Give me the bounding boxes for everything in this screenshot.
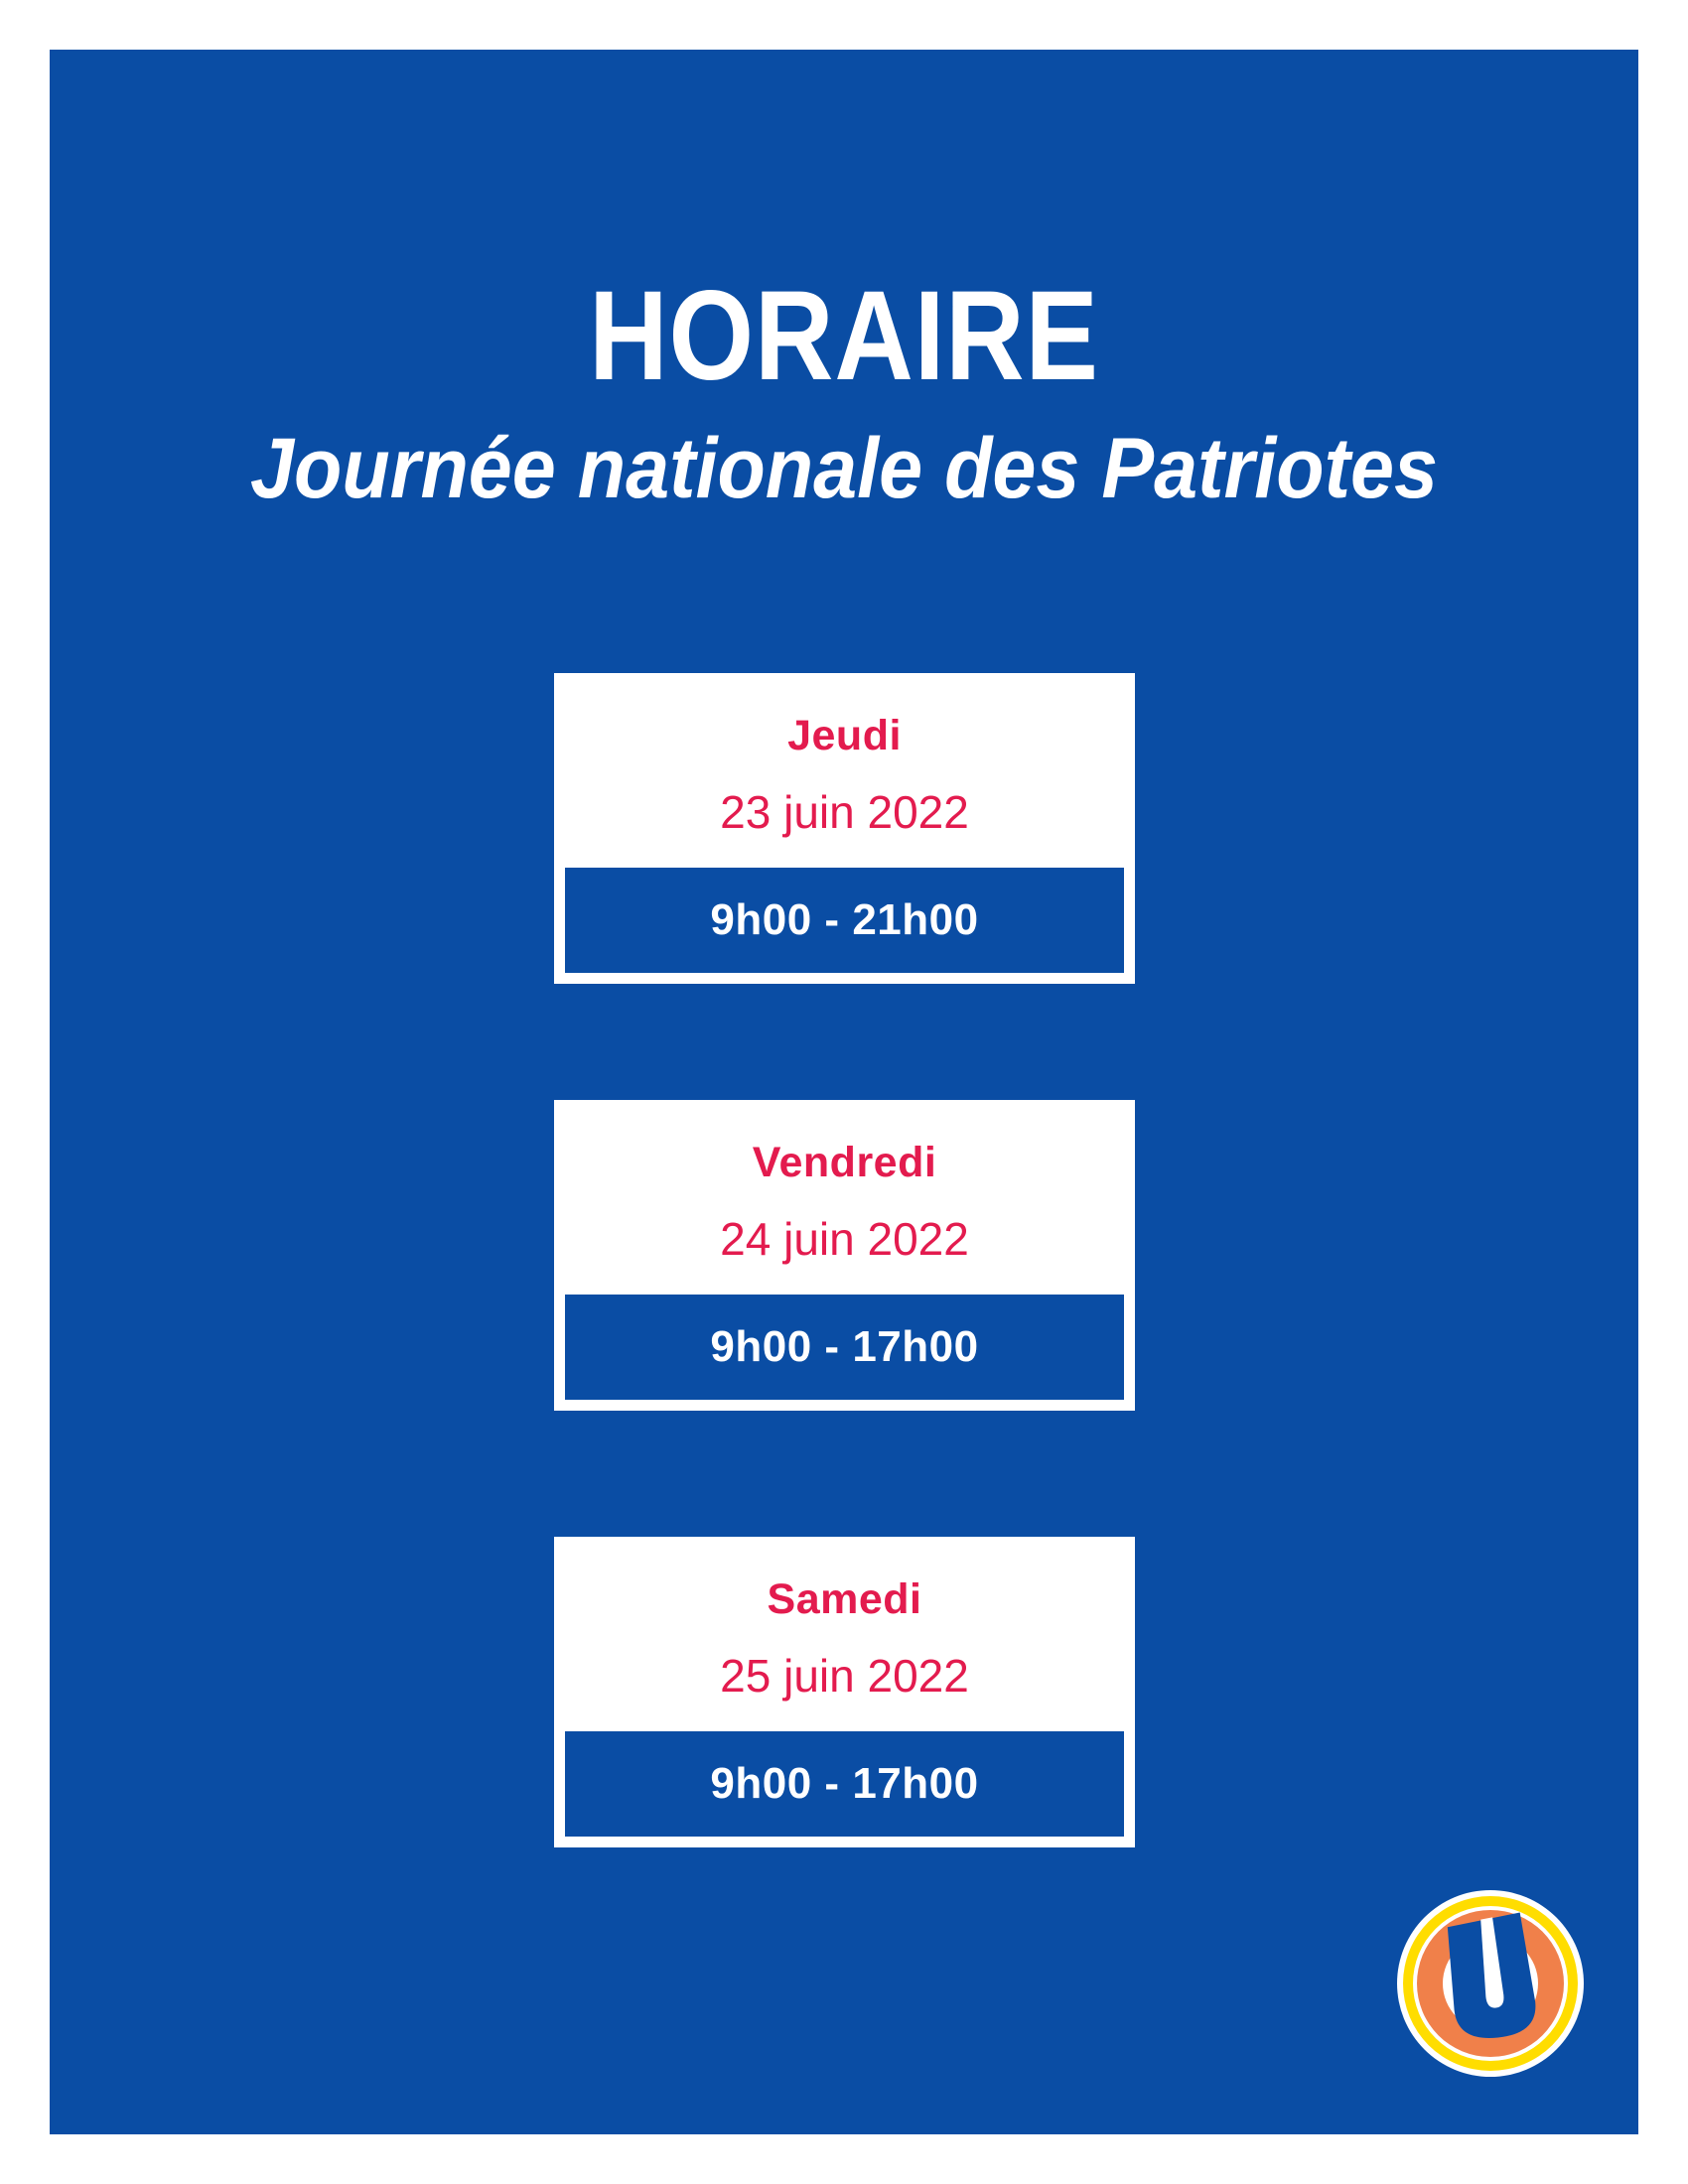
schedule-card-hours-frame: 9h00 - 17h00 xyxy=(554,1292,1135,1411)
schedule-card: Samedi 25 juin 2022 9h00 - 17h00 xyxy=(554,1537,1135,1847)
hours-label: 9h00 - 17h00 xyxy=(710,1759,979,1808)
schedule-card-header: Vendredi 24 juin 2022 xyxy=(554,1100,1135,1292)
date-label: 24 juin 2022 xyxy=(720,1213,969,1265)
poster-canvas: HORAIRE Journée nationale des Patriotes … xyxy=(50,50,1638,2134)
schedule-card-hours-frame: 9h00 - 17h00 xyxy=(554,1728,1135,1847)
day-label: Samedi xyxy=(767,1575,922,1623)
hours-label: 9h00 - 21h00 xyxy=(710,895,979,944)
schedule-card-header: Jeudi 23 juin 2022 xyxy=(554,673,1135,865)
schedule-card: Jeudi 23 juin 2022 9h00 - 21h00 xyxy=(554,673,1135,984)
schedule-card: Vendredi 24 juin 2022 9h00 - 17h00 xyxy=(554,1100,1135,1411)
hours-band: 9h00 - 17h00 xyxy=(562,1292,1127,1403)
u-logo-icon xyxy=(1397,1890,1584,2077)
schedule-card-hours-frame: 9h00 - 21h00 xyxy=(554,865,1135,984)
date-label: 23 juin 2022 xyxy=(720,786,969,838)
page-subtitle: Journée nationale des Patriotes xyxy=(250,421,1438,516)
day-label: Jeudi xyxy=(787,712,902,759)
page-title: HORAIRE xyxy=(589,265,1099,407)
brand-logo xyxy=(1396,1889,1585,2078)
heading-block: HORAIRE Journée nationale des Patriotes xyxy=(50,265,1638,516)
day-label: Vendredi xyxy=(752,1139,937,1186)
hours-band: 9h00 - 21h00 xyxy=(562,865,1127,976)
date-label: 25 juin 2022 xyxy=(720,1650,969,1702)
schedule-card-header: Samedi 25 juin 2022 xyxy=(554,1537,1135,1728)
hours-band: 9h00 - 17h00 xyxy=(562,1728,1127,1840)
hours-label: 9h00 - 17h00 xyxy=(710,1322,979,1371)
